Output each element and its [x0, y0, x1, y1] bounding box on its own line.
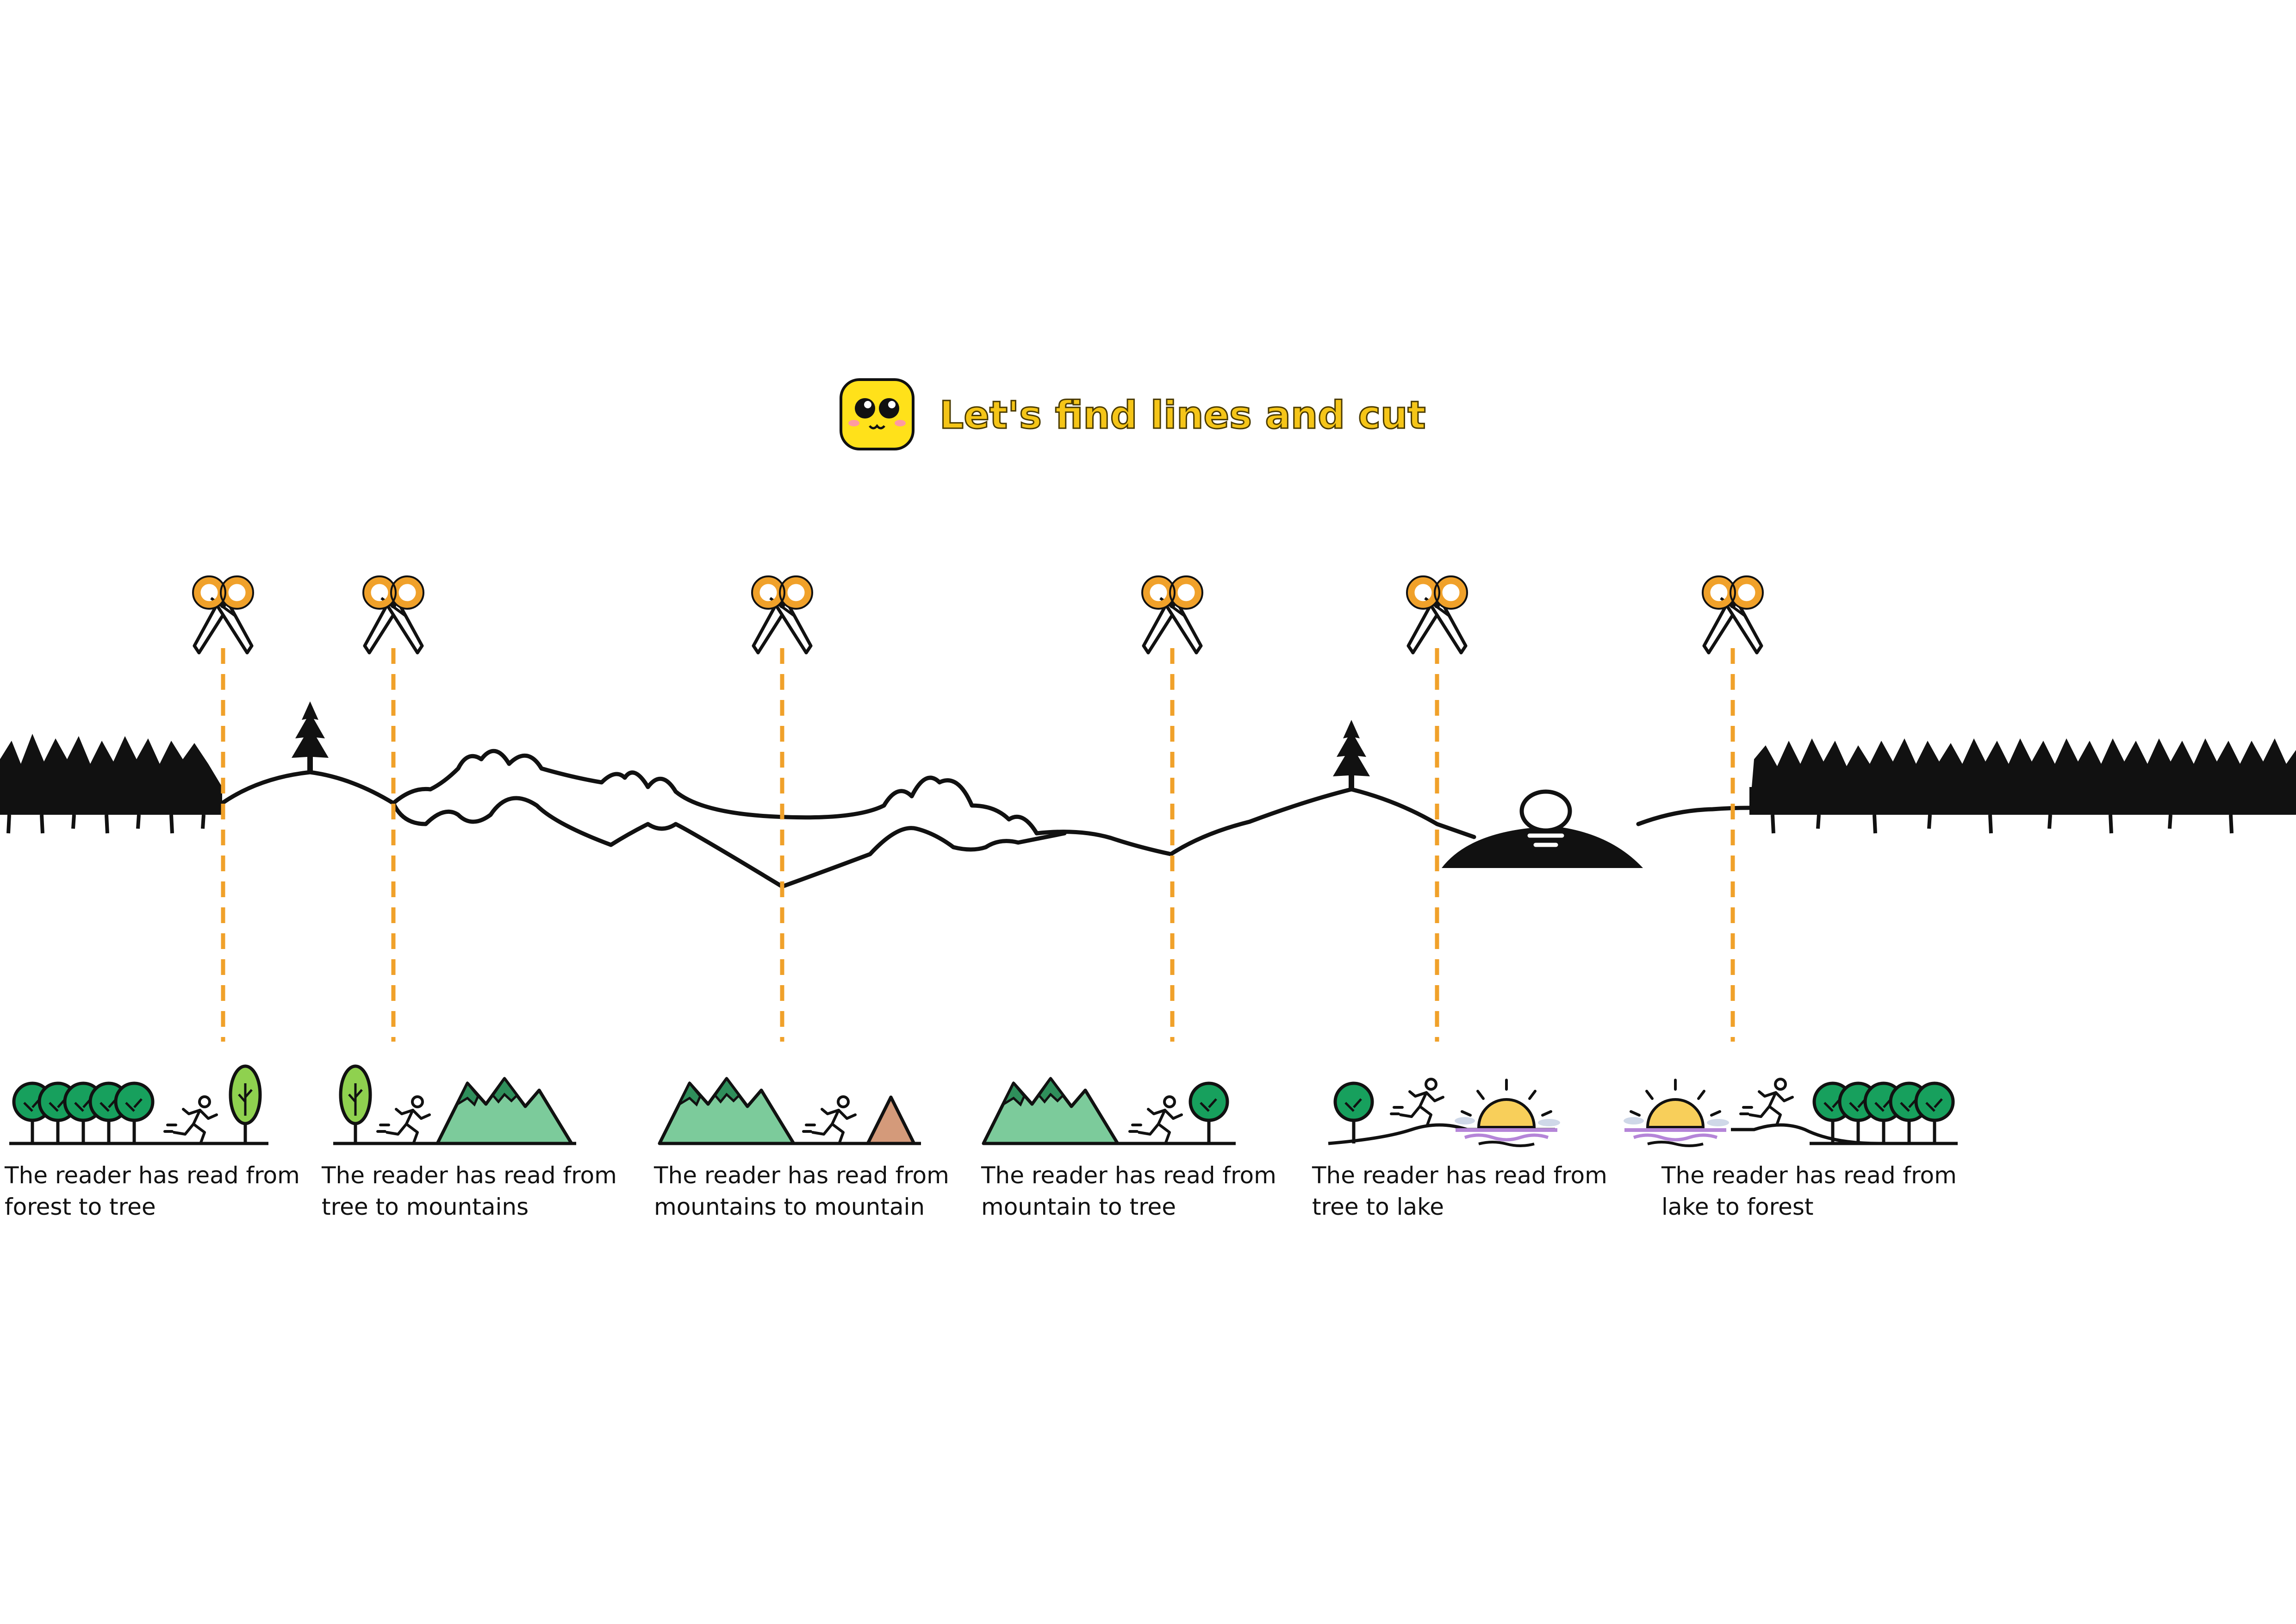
caption-line: tree to mountains: [322, 1193, 529, 1220]
caption-lake-to-forest: The reader has read from lake to forest: [1661, 1160, 1957, 1223]
caption-line: The reader has read from: [1661, 1162, 1957, 1189]
scissors-icon: [1142, 576, 1202, 653]
transition-icons-tree-to-mountains: [333, 1066, 576, 1145]
scissors-icon: [363, 576, 423, 653]
caption-line: The reader has read from: [1312, 1162, 1607, 1189]
cut-markers: [193, 576, 1763, 1042]
scissors-icon: [752, 576, 812, 653]
caption-line: The reader has read from: [981, 1162, 1276, 1189]
caption-mountains-to-mountain: The reader has read from mountains to mo…: [654, 1160, 949, 1223]
transition-icons-mountains-to-mountain: [660, 1079, 921, 1145]
pine-tree-silhouette: [1333, 720, 1370, 789]
left-forest-silhouette: [0, 734, 222, 834]
caption-tree-to-lake: The reader has read from tree to lake: [1312, 1160, 1607, 1223]
transition-icons-lake-to-forest: [1624, 1079, 1958, 1146]
caption-forest-to-tree: The reader has read from forest to tree: [5, 1160, 300, 1223]
transition-icons-forest-to-tree: [9, 1066, 268, 1145]
landscape-line: [0, 749, 1752, 889]
right-forest-silhouette: [1749, 738, 2296, 834]
lake-mound-silhouette: [1442, 789, 1643, 868]
pine-tree-silhouette: [292, 701, 329, 771]
caption-line: The reader has read from: [5, 1162, 300, 1189]
caption-line: mountain to tree: [981, 1193, 1176, 1220]
yellow-emoji-icon: [840, 378, 915, 450]
scissors-icon: [1407, 576, 1467, 653]
caption-line: The reader has read from: [322, 1162, 617, 1189]
page-title: Let's find lines and cut: [939, 393, 1427, 438]
caption-line: mountains to mountain: [654, 1193, 925, 1220]
caption-line: lake to forest: [1661, 1193, 1814, 1220]
transition-icons-tree-to-lake: [1328, 1079, 1560, 1146]
scissors-icon: [193, 576, 253, 653]
caption-mountain-to-tree: The reader has read from mountain to tre…: [981, 1160, 1276, 1223]
scissors-icon: [1703, 576, 1763, 653]
caption-line: tree to lake: [1312, 1193, 1444, 1220]
caption-line: The reader has read from: [654, 1162, 949, 1189]
caption-line: forest to tree: [5, 1193, 156, 1220]
transition-icons-mountain-to-tree: [983, 1079, 1236, 1145]
caption-tree-to-mountains: The reader has read from tree to mountai…: [322, 1160, 617, 1223]
